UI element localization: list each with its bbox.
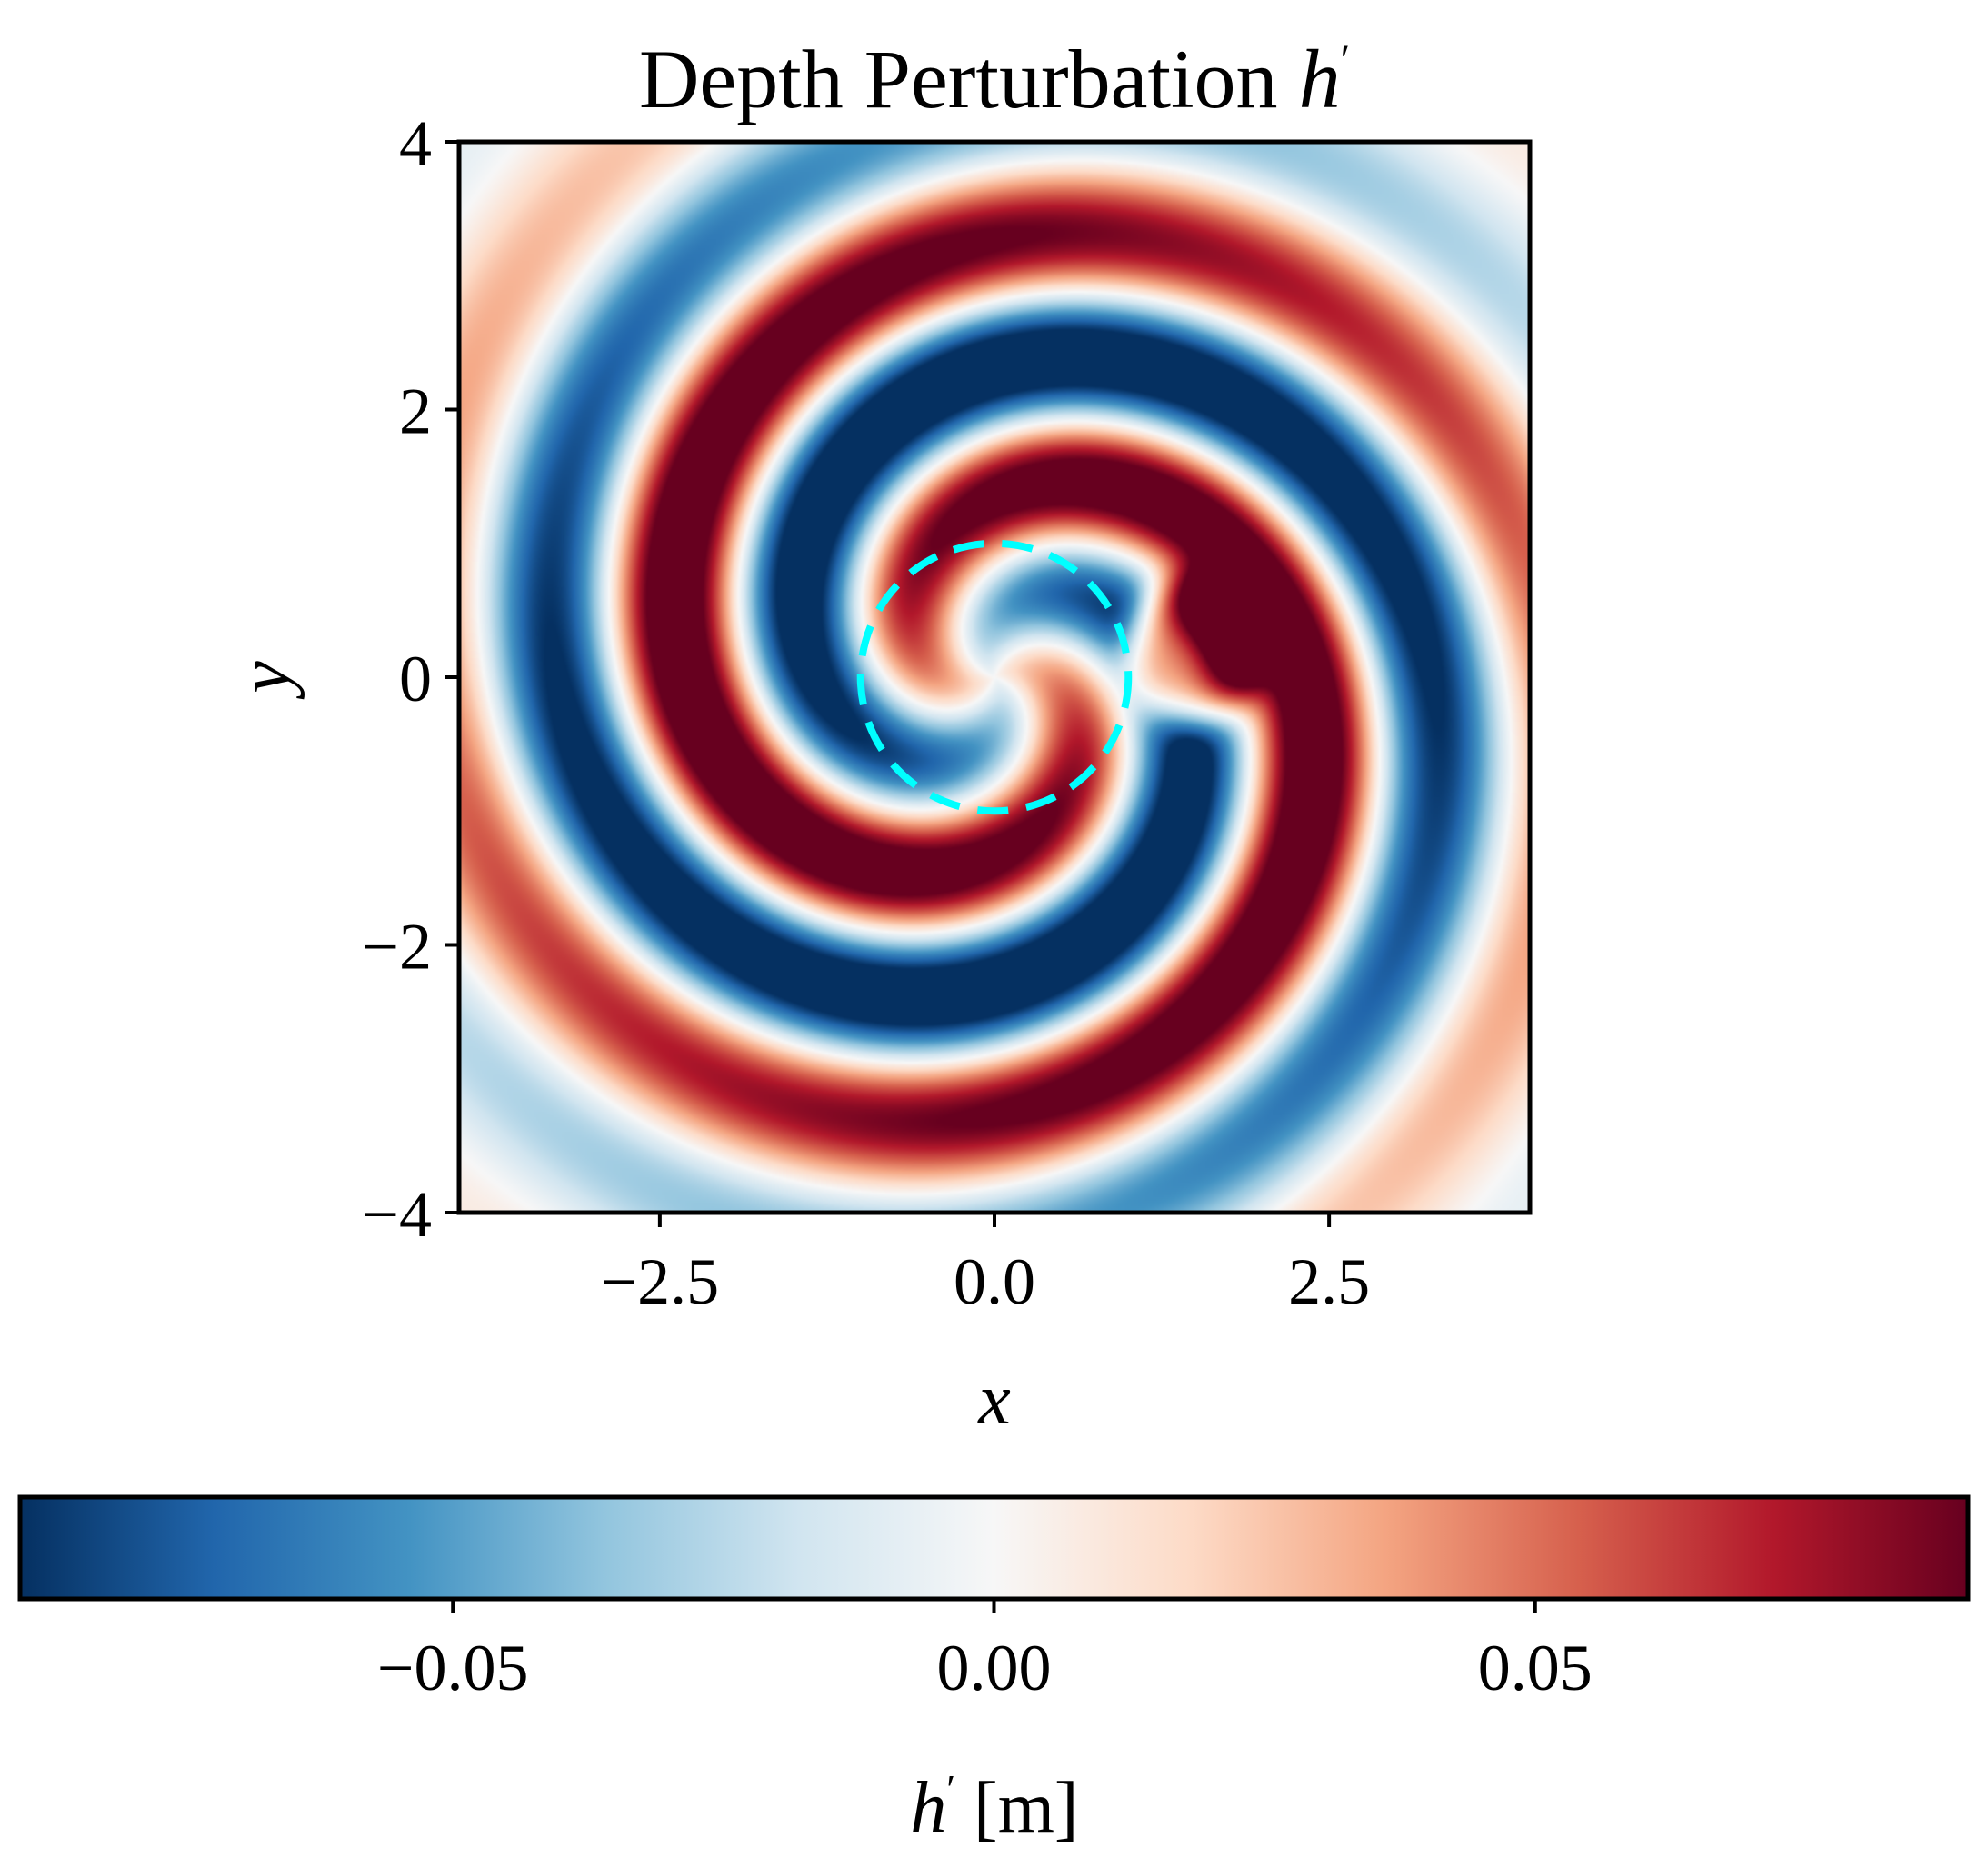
x-axis-label: x [977,1360,1011,1440]
colorbar-label-prime: ′ [946,1767,955,1812]
colorbar-tick-label: −0.05 [377,1632,529,1704]
dashed-circle-overlay [856,539,1133,815]
colorbar-gradient [17,1494,1971,1602]
x-tick-label: 2.5 [1288,1245,1370,1318]
y-axis-label: y [225,661,305,700]
heatmap-field [459,142,1530,1213]
y-axis-ticks: −4 −2 0 2 4 [362,107,459,1251]
y-tick-label: −2 [362,911,432,984]
chart-title-symbol: h [1299,33,1341,125]
chart-title-text: Depth Perturbation [639,33,1278,125]
y-tick-label: 2 [399,375,432,448]
y-tick-label: 4 [399,107,432,180]
x-axis-ticks: −2.5 0.0 2.5 [601,1213,1370,1318]
colorbar-label-symbol: h [910,1768,946,1848]
colorbar-tick-label: 0.00 [937,1632,1052,1704]
chart-title: Depth Perturbation h′ [639,33,1350,125]
colorbar-label-unit: [m] [955,1768,1079,1848]
colorbar-tick-label: 0.05 [1478,1632,1593,1704]
x-tick-label: 0.0 [954,1245,1035,1318]
colorbar-label: h′ [m] [910,1767,1078,1848]
chart-title-prime: ′ [1341,36,1351,85]
x-tick-label: −2.5 [601,1245,720,1318]
colorbar: −0.05 0.00 0.05 h′ [m] [17,1494,1971,1848]
y-tick-label: 0 [399,643,432,715]
plot-area [456,139,1533,1215]
colorbar-ticks: −0.05 0.00 0.05 [377,1599,1593,1704]
y-tick-label: −4 [362,1178,432,1251]
